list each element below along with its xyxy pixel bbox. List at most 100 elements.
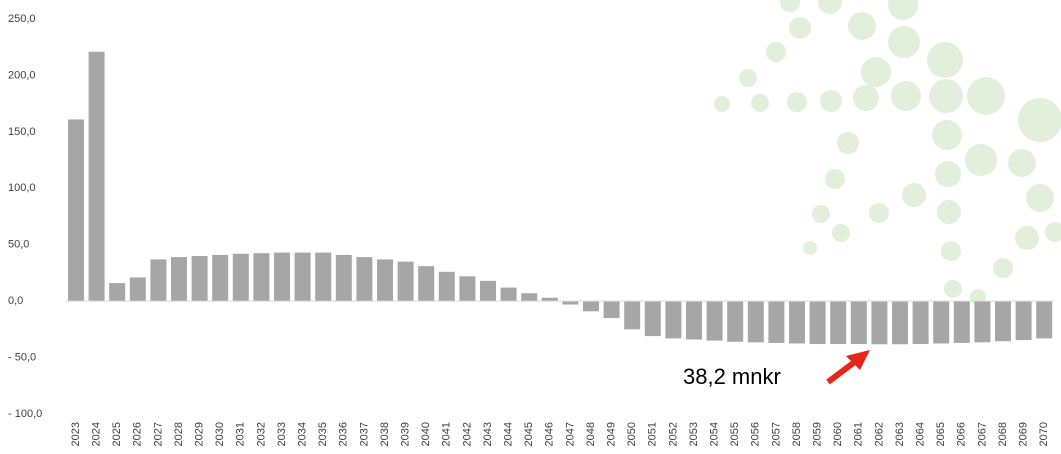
bar <box>747 301 764 343</box>
x-tick-label: 2038 <box>379 422 391 446</box>
x-tick-label: 2032 <box>255 422 267 446</box>
bar <box>335 254 352 302</box>
x-tick-label: 2052 <box>667 422 679 446</box>
x-tick-label: 2067 <box>976 422 988 446</box>
x-tick-label: 2058 <box>791 422 803 446</box>
bar <box>850 301 867 345</box>
x-tick-label: 2040 <box>420 422 432 446</box>
bar <box>212 254 229 302</box>
x-tick-label: 2063 <box>894 422 906 446</box>
x-tick-label: 2035 <box>317 422 329 446</box>
bar <box>150 259 167 302</box>
x-tick-label: 2045 <box>523 422 535 446</box>
x-tick-label: 2025 <box>111 422 123 446</box>
bar <box>809 301 826 345</box>
x-tick-label: 2039 <box>400 422 412 446</box>
x-tick-label: 2065 <box>935 422 947 446</box>
bar <box>624 301 641 330</box>
bar <box>603 301 620 319</box>
bar <box>583 301 599 312</box>
bar <box>892 301 908 345</box>
x-tick-label: 2034 <box>297 422 309 446</box>
bar <box>480 280 496 302</box>
x-tick-label: 2061 <box>853 422 865 446</box>
y-tick-label: 100,0 <box>8 182 36 194</box>
bar <box>397 261 414 302</box>
x-tick-label: 2051 <box>647 422 659 446</box>
bar <box>1015 301 1032 341</box>
bar <box>171 257 187 302</box>
bar <box>665 301 682 339</box>
bar <box>953 301 970 343</box>
bar <box>789 301 805 344</box>
x-tick-label: 2046 <box>544 422 556 446</box>
x-tick-label: 2028 <box>173 422 185 446</box>
x-tick-label: 2041 <box>441 422 453 446</box>
annotation: 38,2 mnkr <box>683 364 781 389</box>
x-tick-label: 2033 <box>276 422 288 446</box>
x-tick-label: 2056 <box>750 422 762 446</box>
bar <box>356 257 373 302</box>
arrow <box>826 350 870 385</box>
x-tick-label: 2024 <box>91 422 103 446</box>
x-tick-label: 2069 <box>1018 422 1030 446</box>
x-tick-label: 2042 <box>461 422 473 446</box>
bar <box>500 287 517 302</box>
bar <box>1036 301 1053 339</box>
bar <box>274 252 290 302</box>
bar <box>562 301 579 305</box>
x-tick-label: 2066 <box>956 422 968 446</box>
x-tick-label: 2030 <box>214 422 226 446</box>
x-tick-label: 2037 <box>358 422 370 446</box>
x-tick-label: 2054 <box>709 422 721 446</box>
bar <box>109 283 126 302</box>
bar <box>129 277 146 302</box>
y-tick-label: 200,0 <box>8 69 36 81</box>
bar <box>706 301 723 341</box>
y-tick-label: - 100,0 <box>8 408 42 420</box>
bar <box>294 252 311 302</box>
x-tick-label: 2064 <box>915 422 927 446</box>
bar <box>995 301 1011 342</box>
x-tick-label: 2068 <box>997 422 1009 446</box>
y-tick-label: - 50,0 <box>8 351 36 363</box>
x-tick-label: 2031 <box>235 422 247 446</box>
x-tick-label: 2036 <box>338 422 350 446</box>
x-tick-label: 2023 <box>70 422 82 446</box>
bar <box>644 301 661 337</box>
bar <box>418 266 435 302</box>
bar <box>459 276 476 302</box>
bar <box>912 301 929 345</box>
bar <box>88 51 105 302</box>
y-tick-label: 250,0 <box>8 13 36 25</box>
x-tick-label: 2070 <box>1038 422 1050 446</box>
x-tick-label: 2055 <box>729 422 741 446</box>
x-tick-label: 2053 <box>688 422 700 446</box>
x-tick-label: 2027 <box>152 422 164 446</box>
bar <box>727 301 744 342</box>
decoration <box>714 0 1061 305</box>
bar <box>871 301 888 345</box>
x-tick-label: 2062 <box>873 422 885 446</box>
x-tick-label: 2049 <box>606 422 618 446</box>
bar <box>68 119 84 302</box>
x-tick-label: 2044 <box>503 422 515 446</box>
x-tick-label: 2057 <box>770 422 782 446</box>
bar <box>521 293 538 302</box>
bar <box>315 252 332 302</box>
y-tick-label: 150,0 <box>8 126 36 138</box>
bar <box>232 253 249 302</box>
bar <box>253 253 270 302</box>
x-tick-label: 2050 <box>626 422 638 446</box>
bar <box>438 271 455 302</box>
x-tick-label: 2043 <box>482 422 494 446</box>
y-tick-label: 50,0 <box>8 239 29 251</box>
bar <box>830 301 847 345</box>
bar <box>686 301 702 340</box>
bar <box>541 297 558 302</box>
bar <box>191 256 208 302</box>
x-tick-label: 2026 <box>132 422 144 446</box>
x-tick-label: 2048 <box>585 422 597 446</box>
